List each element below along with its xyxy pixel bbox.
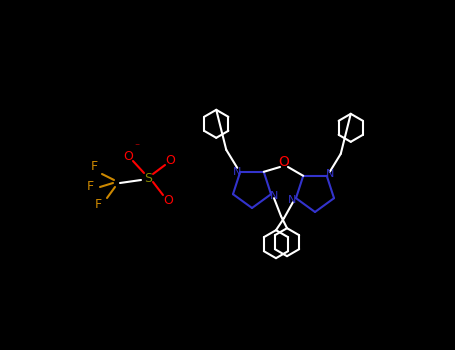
Text: N: N (233, 167, 242, 177)
Text: S: S (144, 172, 152, 184)
Text: ⁻: ⁻ (134, 142, 140, 152)
Text: F: F (91, 161, 97, 174)
Text: F: F (95, 198, 101, 211)
Text: N: N (326, 169, 334, 179)
Text: N: N (288, 195, 296, 205)
Text: F: F (86, 181, 94, 194)
Text: N: N (270, 191, 278, 201)
Text: O: O (278, 155, 289, 169)
Text: O: O (163, 194, 173, 206)
Text: O: O (123, 149, 133, 162)
Text: O: O (165, 154, 175, 167)
